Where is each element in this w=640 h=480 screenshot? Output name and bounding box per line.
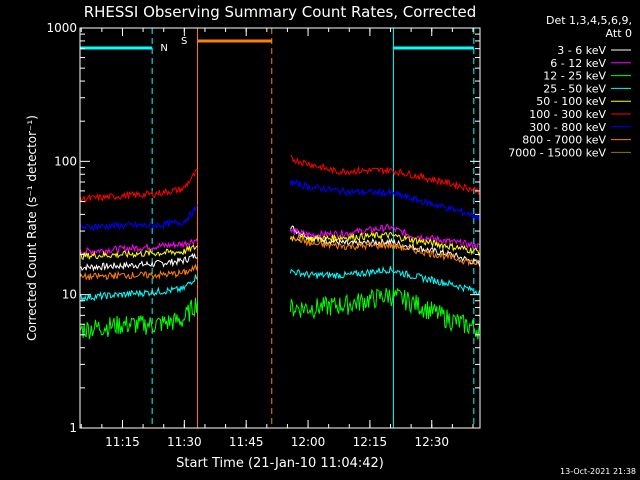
series-25-50-kev-post [289,265,481,296]
series-800-7000-kev-pre [79,263,198,281]
series-50-100-kev-post [289,231,481,257]
series-6-12-kev-post [289,223,481,250]
x-tick-label: 12:15 [353,435,388,449]
series-3-6-kev-post [289,225,481,268]
chart-title: RHESSI Observing Summary Count Rates, Co… [84,3,477,21]
x-tick-label: 11:45 [229,435,264,449]
axes: 1 10 100 1000 11:15 11:30 11:45 12:00 12:15 12:30 [46,21,481,449]
series-12-25-kev-pre [79,297,198,340]
y-axis-label: Corrected Count Rate (s⁻¹ detector⁻¹) [25,115,39,341]
legend-label: 6 - 12 keV [550,57,606,70]
series-6-12-kev-pre [79,238,198,256]
plot-frame [79,27,481,429]
series-800-7000-kev-post [290,234,481,267]
saa-label: S [181,36,187,47]
x-tick-label: 12:30 [414,435,449,449]
x-axis-label: Start Time (21-Jan-10 11:04:42) [176,456,384,471]
y-tick-label: 1000 [46,21,77,35]
x-tick-label: 11:15 [105,435,140,449]
y-tick-label: 100 [54,154,77,168]
overlay-markers: NS [79,28,475,428]
series-layer [79,155,481,340]
legend-label: 50 - 100 keV [536,95,606,108]
series-300-800-kev-pre [79,205,198,232]
series-50-100-kev-pre [79,244,198,261]
legend-header-detectors: Det 1,3,4,5,6,9, [546,14,632,27]
legend-label: 7000 - 15000 keV [508,146,606,159]
series-12-25-kev-post [289,287,481,340]
legend-label: 800 - 7000 keV [522,134,606,147]
y-tick-label: 1 [69,421,77,435]
legend-label: 300 - 800 keV [529,121,606,134]
series-25-50-kev-pre [79,274,198,303]
legend-label: 3 - 6 keV [557,44,606,57]
x-tick-label: 12:00 [291,435,326,449]
y-tick-label: 10 [62,288,77,302]
legend-label: 12 - 25 keV [543,70,606,83]
legend-label: 25 - 50 keV [543,82,606,95]
series-100-300-kev-pre [79,168,198,204]
footer-timestamp: 13-Oct-2021 21:38 [560,467,636,476]
night-label: N [160,43,167,54]
series-3-6-kev-pre [79,252,198,272]
x-tick-label: 11:30 [167,435,202,449]
series-100-300-kev-post [290,155,481,196]
series-300-800-kev-post [289,179,481,221]
legend-header-attenuator: Att 0 [606,27,632,40]
legend-label: 100 - 300 keV [529,108,606,121]
